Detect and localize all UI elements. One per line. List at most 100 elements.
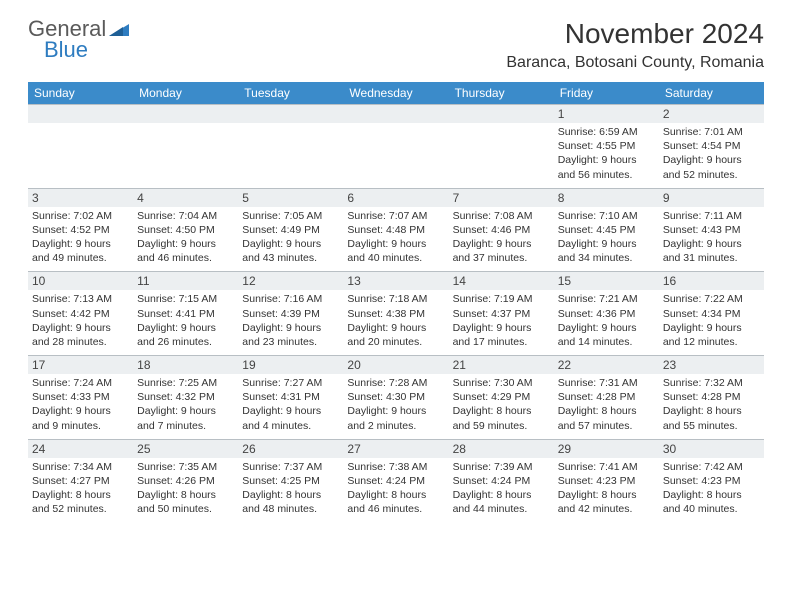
cell-line: and 40 minutes. [663,502,760,516]
day-number: 23 [659,356,764,374]
cell-line: and 26 minutes. [137,335,234,349]
day-number [449,105,554,123]
cell-line: and 31 minutes. [663,251,760,265]
cell-line: and 42 minutes. [558,502,655,516]
cell-line: Sunset: 4:27 PM [32,474,129,488]
calendar-cell: 27Sunrise: 7:38 AMSunset: 4:24 PMDayligh… [343,439,448,523]
day-header: Sunday [28,82,133,104]
calendar-cell [28,104,133,188]
cell-line: Daylight: 9 hours [242,321,339,335]
day-header: Monday [133,82,238,104]
day-number: 2 [659,105,764,123]
cell-line: and 52 minutes. [663,168,760,182]
cell-line: and 7 minutes. [137,419,234,433]
calendar-cell: 14Sunrise: 7:19 AMSunset: 4:37 PMDayligh… [449,271,554,355]
day-header: Saturday [659,82,764,104]
month-title: November 2024 [506,18,764,50]
cell-line: Daylight: 8 hours [558,488,655,502]
logo-text-block: General Blue [28,18,129,61]
day-header: Thursday [449,82,554,104]
calendar-cell: 9Sunrise: 7:11 AMSunset: 4:43 PMDaylight… [659,188,764,272]
day-header: Tuesday [238,82,343,104]
cell-line: Sunrise: 7:39 AM [453,460,550,474]
cell-line: Sunset: 4:24 PM [453,474,550,488]
day-number: 27 [343,440,448,458]
cell-line: Sunrise: 7:34 AM [32,460,129,474]
calendar-cell: 18Sunrise: 7:25 AMSunset: 4:32 PMDayligh… [133,355,238,439]
cell-line: Daylight: 8 hours [453,488,550,502]
day-number: 16 [659,272,764,290]
cell-line: Daylight: 9 hours [663,153,760,167]
cell-line: Daylight: 8 hours [453,404,550,418]
cell-line: Daylight: 9 hours [558,237,655,251]
day-number: 13 [343,272,448,290]
cell-line: Daylight: 9 hours [347,404,444,418]
cell-line: Sunrise: 7:25 AM [137,376,234,390]
logo-word-blue: Blue [28,39,129,61]
day-number: 9 [659,189,764,207]
cell-line: Daylight: 9 hours [453,321,550,335]
day-number: 30 [659,440,764,458]
cell-line: Sunrise: 7:10 AM [558,209,655,223]
cell-line: and 9 minutes. [32,419,129,433]
calendar-cell: 30Sunrise: 7:42 AMSunset: 4:23 PMDayligh… [659,439,764,523]
day-number: 18 [133,356,238,374]
cell-line: Sunrise: 7:31 AM [558,376,655,390]
day-number: 6 [343,189,448,207]
cell-line: Sunrise: 7:42 AM [663,460,760,474]
calendar-cell: 26Sunrise: 7:37 AMSunset: 4:25 PMDayligh… [238,439,343,523]
day-number: 14 [449,272,554,290]
cell-line: Sunrise: 7:41 AM [558,460,655,474]
cell-line: Sunset: 4:49 PM [242,223,339,237]
cell-line: Sunset: 4:48 PM [347,223,444,237]
cell-line: Sunrise: 7:16 AM [242,292,339,306]
cell-line: Sunrise: 7:05 AM [242,209,339,223]
cell-line: Sunset: 4:34 PM [663,307,760,321]
cell-line: and 23 minutes. [242,335,339,349]
cell-line: Daylight: 9 hours [32,321,129,335]
cell-line: Sunset: 4:23 PM [558,474,655,488]
calendar-cell: 6Sunrise: 7:07 AMSunset: 4:48 PMDaylight… [343,188,448,272]
cell-line: Daylight: 9 hours [558,153,655,167]
day-number: 19 [238,356,343,374]
cell-line: Sunrise: 6:59 AM [558,125,655,139]
cell-line: Daylight: 9 hours [558,321,655,335]
day-number: 26 [238,440,343,458]
cell-line: Daylight: 9 hours [347,237,444,251]
cell-line: Sunset: 4:24 PM [347,474,444,488]
cell-line: and 44 minutes. [453,502,550,516]
day-header: Wednesday [343,82,448,104]
calendar-cell [343,104,448,188]
cell-line: Sunset: 4:46 PM [453,223,550,237]
location-text: Baranca, Botosani County, Romania [506,54,764,72]
cell-line: and 12 minutes. [663,335,760,349]
calendar-cell: 16Sunrise: 7:22 AMSunset: 4:34 PMDayligh… [659,271,764,355]
day-number: 8 [554,189,659,207]
cell-line: Sunset: 4:28 PM [663,390,760,404]
day-header: Friday [554,82,659,104]
cell-line: Daylight: 9 hours [663,237,760,251]
cell-line: Sunrise: 7:35 AM [137,460,234,474]
calendar-cell: 2Sunrise: 7:01 AMSunset: 4:54 PMDaylight… [659,104,764,188]
cell-line: and 52 minutes. [32,502,129,516]
cell-line: Sunset: 4:54 PM [663,139,760,153]
cell-line: Daylight: 9 hours [347,321,444,335]
day-number [343,105,448,123]
cell-line: Sunrise: 7:28 AM [347,376,444,390]
cell-line: Daylight: 8 hours [663,404,760,418]
cell-line: Daylight: 8 hours [347,488,444,502]
day-number: 17 [28,356,133,374]
day-number [133,105,238,123]
day-number: 25 [133,440,238,458]
cell-line: Sunset: 4:55 PM [558,139,655,153]
cell-line: and 28 minutes. [32,335,129,349]
cell-line: Daylight: 9 hours [137,237,234,251]
cell-line: Daylight: 8 hours [137,488,234,502]
cell-line: Sunset: 4:39 PM [242,307,339,321]
day-number: 24 [28,440,133,458]
day-number: 10 [28,272,133,290]
cell-line: Sunset: 4:33 PM [32,390,129,404]
calendar-cell: 7Sunrise: 7:08 AMSunset: 4:46 PMDaylight… [449,188,554,272]
calendar-page: General Blue November 2024 Baranca, Boto… [0,0,792,540]
cell-line: Sunrise: 7:21 AM [558,292,655,306]
